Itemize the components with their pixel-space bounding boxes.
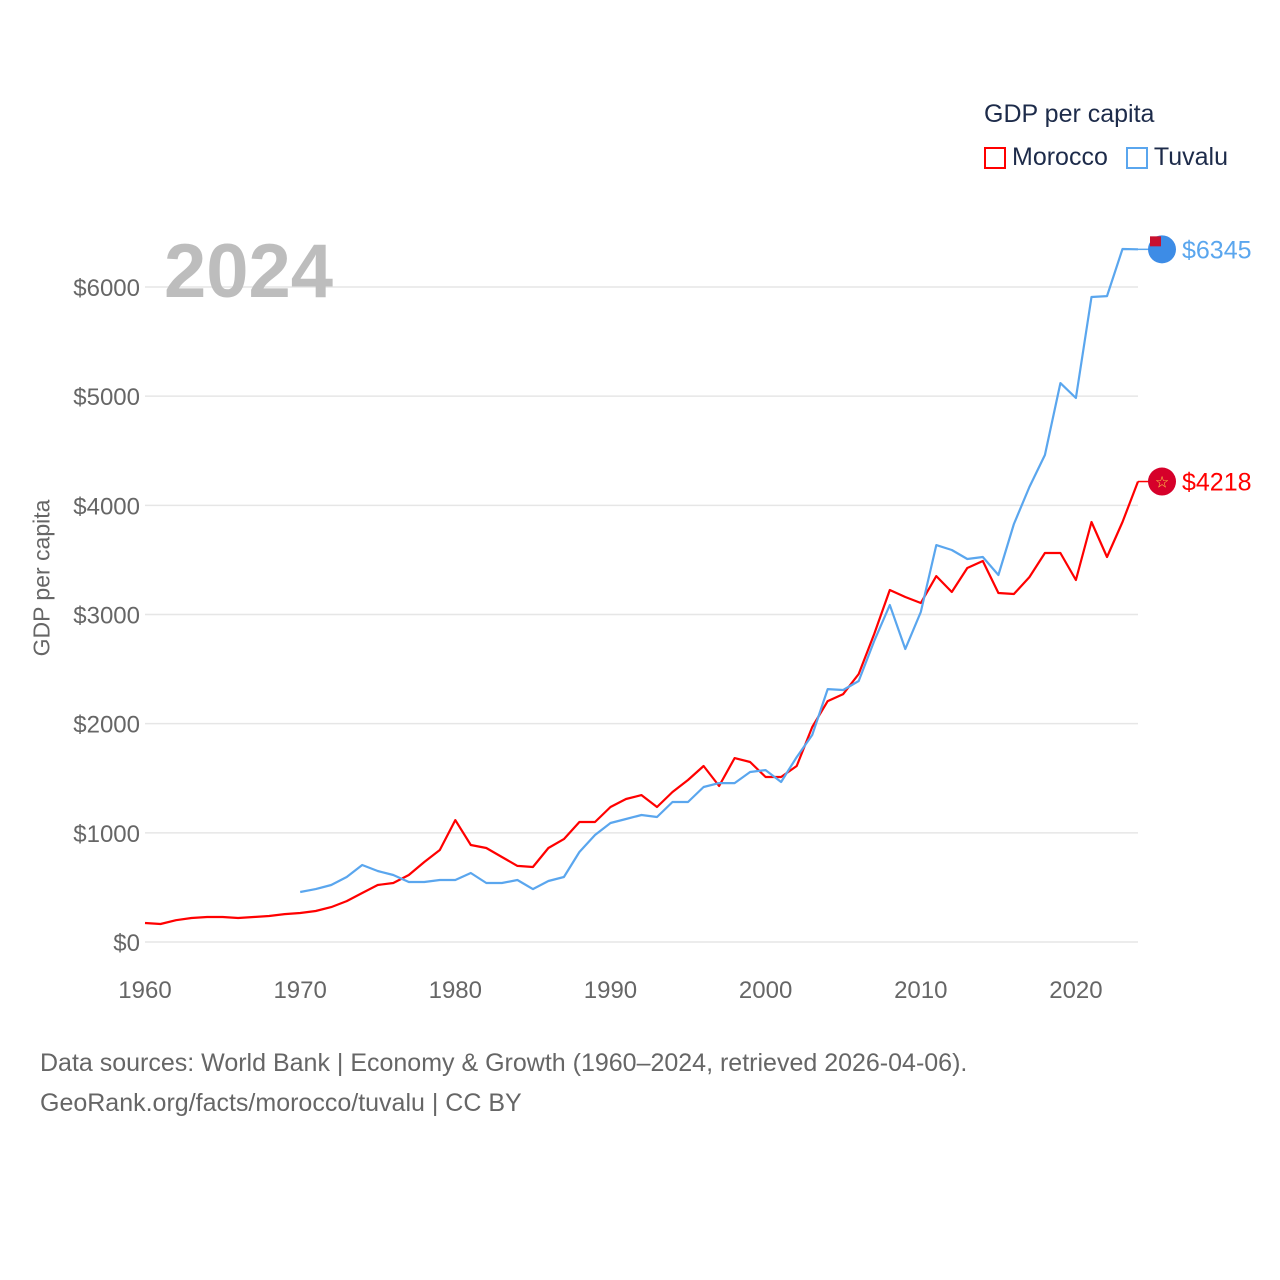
y-tick-label: $3000 bbox=[73, 603, 140, 630]
series-line-morocco bbox=[144, 481, 1140, 926]
y-tick-label: $6000 bbox=[73, 275, 140, 302]
x-tick-label: 1970 bbox=[273, 977, 326, 1004]
flag-icon-morocco bbox=[1148, 467, 1176, 496]
x-tick-label: 1990 bbox=[584, 977, 637, 1004]
data-source-text: Data sources: World Bank | Economy & Gro… bbox=[40, 1049, 968, 1077]
end-value-label: $6345 bbox=[1182, 236, 1252, 264]
y-tick-label: $2000 bbox=[73, 712, 140, 739]
legend-label: Tuvalu bbox=[1153, 143, 1228, 171]
y-tick-label: $0 bbox=[113, 930, 140, 957]
y-tick-label: $1000 bbox=[73, 821, 140, 848]
legend-item-tuvalu[interactable]: Tuvalu bbox=[1125, 143, 1228, 172]
legend: Morocco Tuvalu bbox=[984, 143, 1228, 172]
footer: Data sources: World Bank | Economy & Gro… bbox=[40, 1043, 967, 1123]
legend-swatch-tuvalu bbox=[1125, 146, 1148, 169]
legend-item-morocco[interactable]: Morocco bbox=[984, 143, 1108, 172]
current-year-label: 2024 bbox=[164, 229, 334, 314]
x-tick-label: 2020 bbox=[1049, 977, 1102, 1004]
x-tick-label: 1980 bbox=[429, 977, 482, 1004]
y-tick-label: $5000 bbox=[73, 384, 140, 411]
x-tick-label: 2010 bbox=[894, 977, 947, 1004]
series-line-tuvalu bbox=[299, 247, 1139, 894]
legend-swatch-morocco bbox=[984, 146, 1006, 169]
legend-title: GDP per capita bbox=[984, 100, 1155, 128]
source-link[interactable]: GeoRank.org/facts/morocco/tuvalu | CC BY bbox=[40, 1089, 522, 1117]
x-tick-label: 1960 bbox=[118, 977, 171, 1004]
y-axis-label: GDP per capita bbox=[28, 499, 55, 657]
end-value-label: $4218 bbox=[1182, 469, 1252, 497]
y-tick-label: $4000 bbox=[73, 493, 140, 520]
legend-label: Morocco bbox=[1012, 143, 1108, 171]
union-jack-icon bbox=[1150, 236, 1161, 247]
x-tick-label: 2000 bbox=[739, 977, 792, 1004]
star-icon: ☆ bbox=[1155, 475, 1169, 492]
